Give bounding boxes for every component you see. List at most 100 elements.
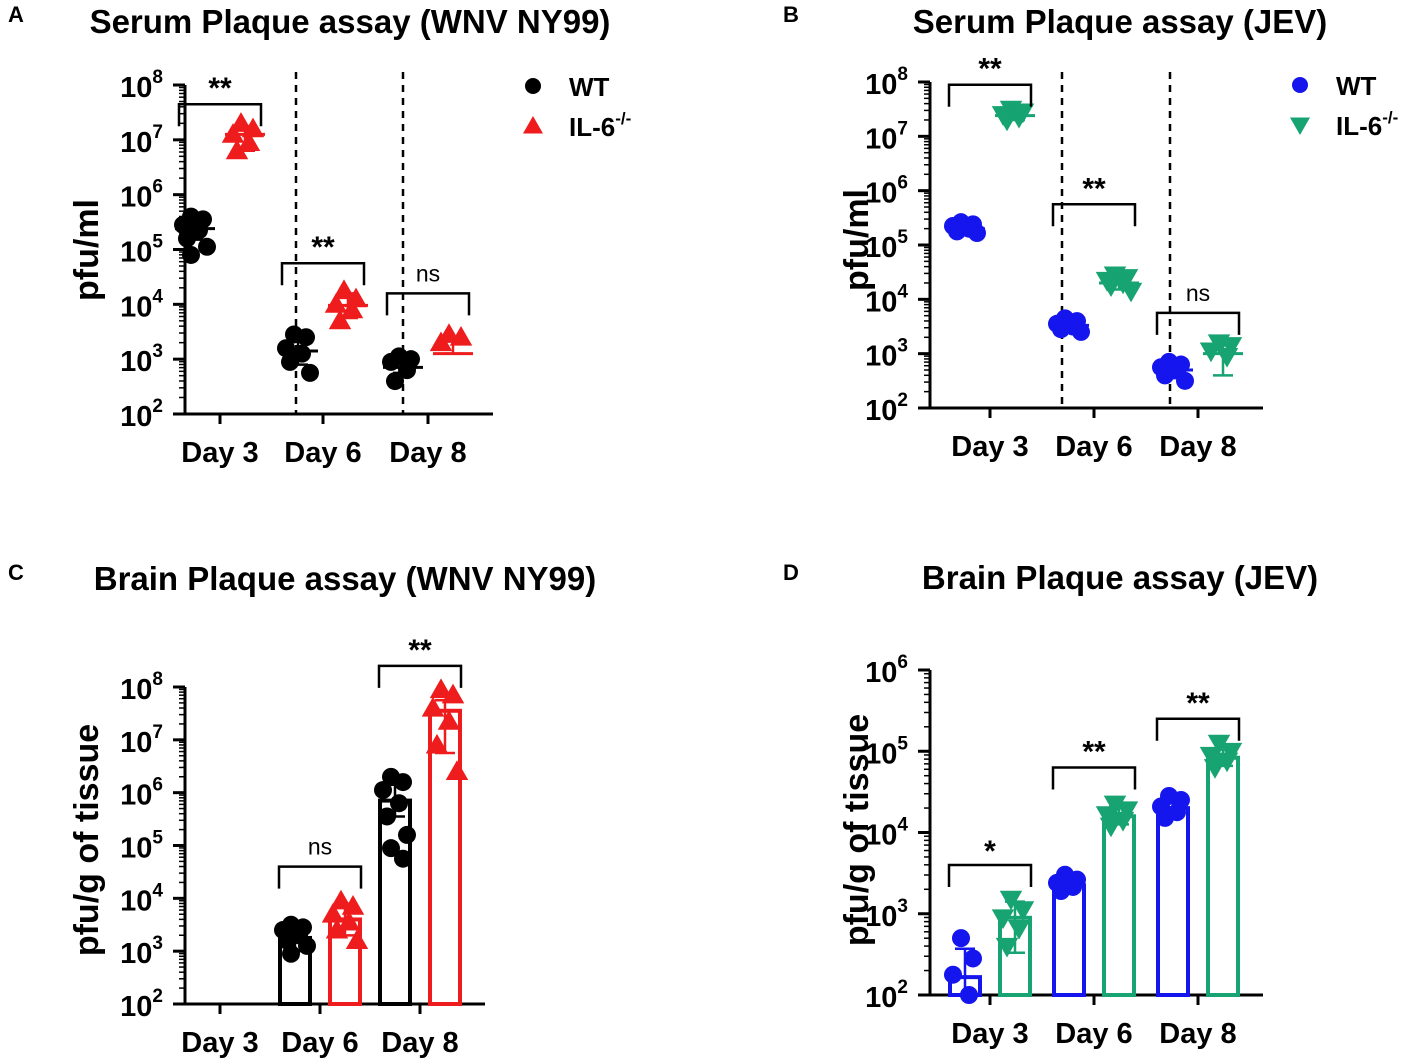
- data-point: [1007, 919, 1031, 940]
- series-il-6: [221, 112, 473, 356]
- y-tick-base: 10: [865, 341, 897, 373]
- data-point: [1215, 347, 1239, 368]
- panel-a: A Serum Plaque assay (WNV NY99)pfu/ml1021…: [8, 2, 631, 469]
- y-tick-exponent: 2: [897, 977, 908, 998]
- y-tick-exponent: 3: [897, 336, 908, 357]
- x-tick-label: Day 8: [389, 437, 466, 469]
- data-point: [398, 825, 416, 844]
- y-tick-exponent: 7: [152, 722, 163, 743]
- y-tick-base: 10: [865, 982, 897, 1014]
- y-tick-label: 106: [865, 652, 908, 689]
- y-axis-label: pfu/ml: [838, 189, 876, 291]
- y-tick-label: 103: [865, 336, 908, 373]
- y-tick-base: 10: [120, 727, 152, 759]
- panel-c: C Brain Plaque assay (WNV NY99) pfu/g of t…: [8, 560, 596, 1058]
- data-point: [995, 937, 1019, 958]
- data-point: [445, 760, 469, 780]
- significance-label: *: [984, 835, 996, 868]
- y-tick-exponent: 6: [897, 652, 908, 673]
- y-tick-label: 105: [120, 232, 163, 269]
- legend-marker: [525, 78, 541, 94]
- legend: WT IL-6-/-: [523, 72, 631, 142]
- y-tick-base: 10: [865, 657, 897, 689]
- data-point: [1119, 282, 1143, 303]
- y-tick-label: 102: [120, 396, 163, 433]
- y-tick-exponent: 6: [897, 173, 908, 194]
- legend-label: IL-6-/-: [569, 109, 631, 142]
- significance-bracket: [1155, 717, 1241, 741]
- y-tick-base: 10: [120, 401, 152, 433]
- series-wt: [944, 213, 1194, 390]
- x-tick-label: Day 6: [284, 437, 361, 469]
- significance-label: **: [408, 634, 432, 667]
- data-point: [382, 839, 400, 858]
- y-tick-exponent: 5: [897, 733, 908, 754]
- data-point: [1111, 811, 1135, 832]
- y-tick-base: 10: [120, 833, 152, 865]
- y-tick-exponent: 6: [152, 177, 163, 198]
- significance-bracket: [385, 292, 471, 316]
- significance-bracket: [277, 865, 363, 889]
- y-tick-exponent: 5: [152, 828, 163, 849]
- legend-label: WT: [1336, 71, 1377, 101]
- data-point: [1215, 752, 1239, 773]
- data-point: [948, 222, 966, 241]
- y-tick-label: 104: [865, 815, 908, 852]
- data-point: [1011, 901, 1035, 921]
- series-il-6: [321, 678, 469, 1007]
- data-point: [337, 910, 361, 931]
- series-wt: [274, 767, 416, 1007]
- y-tick-base: 10: [120, 291, 152, 323]
- series-wt: [174, 207, 423, 391]
- y-tick-label: 108: [865, 64, 908, 101]
- data-point: [964, 949, 982, 968]
- y-tick-base: 10: [865, 232, 897, 264]
- significance-label: **: [1082, 172, 1106, 205]
- data-point: [1072, 322, 1090, 341]
- y-tick-exponent: 7: [152, 122, 163, 143]
- data-point: [394, 773, 412, 792]
- y-tick-exponent: 4: [152, 286, 163, 307]
- y-tick-exponent: 2: [152, 396, 163, 417]
- y-tick-label: 102: [865, 390, 908, 427]
- data-point: [198, 237, 216, 256]
- data-point: [437, 710, 461, 730]
- data-point: [1199, 746, 1223, 767]
- y-tick-label: 105: [865, 227, 908, 264]
- y-tick-exponent: 3: [897, 896, 908, 917]
- y-tick-base: 10: [865, 738, 897, 770]
- data-point: [241, 117, 265, 138]
- data-point: [1176, 371, 1194, 390]
- significance-bracket: [1051, 203, 1137, 227]
- bar: [1102, 814, 1136, 997]
- y-tick-label: 108: [120, 669, 163, 706]
- series-wt: [944, 786, 1190, 1004]
- chart-title: Brain Plaque assay (WNV NY99): [94, 560, 597, 597]
- y-tick-exponent: 7: [897, 118, 908, 139]
- y-tick-label: 102: [865, 977, 908, 1014]
- y-tick-exponent: 4: [152, 880, 163, 901]
- data-point: [429, 331, 453, 352]
- data-point: [1203, 759, 1227, 779]
- y-tick-label: 107: [865, 118, 908, 155]
- y-tick-exponent: 8: [152, 669, 163, 690]
- data-point: [277, 339, 295, 358]
- data-point: [1207, 734, 1231, 755]
- data-point: [225, 139, 249, 160]
- bar: [1206, 755, 1240, 997]
- data-point: [301, 363, 319, 382]
- y-tick-base: 10: [865, 178, 897, 210]
- y-tick-base: 10: [865, 286, 897, 318]
- legend-superscript: -/-: [1382, 108, 1398, 127]
- chart-title: Brain Plaque assay (JEV): [922, 559, 1318, 596]
- legend-marker: [523, 116, 543, 134]
- significance-bracket: [1155, 311, 1241, 335]
- y-tick-label: 103: [120, 341, 163, 378]
- y-axis-label: pfu/g of tissue: [68, 724, 106, 956]
- y-tick-exponent: 5: [152, 232, 163, 253]
- bar: [428, 708, 462, 1007]
- significance-label: **: [1082, 736, 1106, 769]
- panel-b: B Serum Plaque assay (JEV)pfu/ml102103104…: [783, 2, 1398, 463]
- y-tick-exponent: 8: [152, 67, 163, 88]
